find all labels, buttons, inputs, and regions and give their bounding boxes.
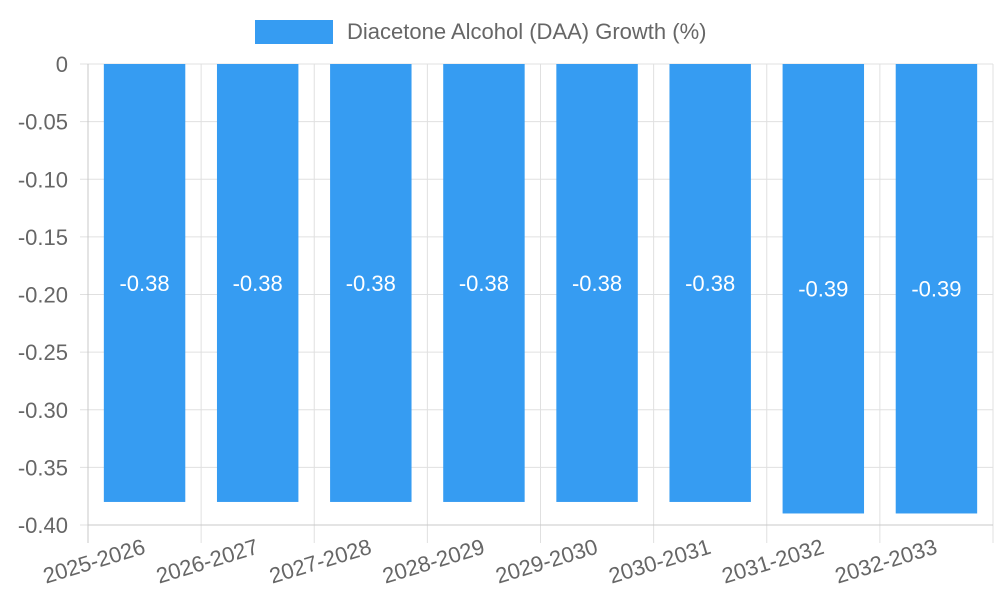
x-tick-label: 2028-2029 xyxy=(379,534,487,589)
x-tick-label: 2031-2032 xyxy=(719,534,827,589)
y-tick-label: -0.20 xyxy=(18,283,68,308)
bar-value-label: -0.39 xyxy=(798,277,848,302)
legend-swatch xyxy=(255,20,333,44)
y-tick-label: -0.05 xyxy=(18,110,68,135)
bar-value-label: -0.39 xyxy=(911,277,961,302)
x-axis: 2025-2026 2026-2027 2027-2028 2028-2029 2029… xyxy=(40,534,940,589)
bar-value-label: -0.38 xyxy=(685,271,735,296)
bar[interactable] xyxy=(556,64,638,502)
x-tick-label: 2030-2031 xyxy=(606,534,714,589)
x-tick-label: 2029-2030 xyxy=(493,534,601,589)
bar[interactable] xyxy=(895,64,978,514)
bar-value-label: -0.38 xyxy=(233,271,283,296)
bar-labels: -0.38 -0.38 -0.38 -0.38 -0.38 -0.38 -0.39 -0.39 xyxy=(119,271,961,302)
y-axis: 0 -0.05 -0.10 -0.15 -0.20 -0.25 -0.30 -0.35 -0.4… xyxy=(18,52,68,538)
bar-value-label: -0.38 xyxy=(346,271,396,296)
y-tick-label: -0.35 xyxy=(18,455,68,480)
bar[interactable] xyxy=(216,64,299,502)
x-tick-label: 2025-2026 xyxy=(40,534,148,589)
bar[interactable] xyxy=(330,64,412,502)
bar-value-label: -0.38 xyxy=(459,271,509,296)
y-tick-label: -0.30 xyxy=(18,398,68,423)
bar[interactable] xyxy=(443,64,525,502)
bar[interactable] xyxy=(103,64,186,502)
bar[interactable] xyxy=(782,64,865,514)
x-tick-label: 2027-2028 xyxy=(266,534,374,589)
bars xyxy=(103,64,978,514)
y-tick-label: -0.40 xyxy=(18,513,68,538)
y-tick-label: -0.15 xyxy=(18,225,68,250)
bar-value-label: -0.38 xyxy=(119,271,169,296)
legend[interactable]: Diacetone Alcohol (DAA) Growth (%) xyxy=(255,19,706,45)
y-tick-label: -0.10 xyxy=(18,167,68,192)
x-tick-label: 2032-2033 xyxy=(832,534,940,589)
y-tick-label: 0 xyxy=(56,52,68,77)
x-tick-label: 2026-2027 xyxy=(153,534,261,589)
bar-value-label: -0.38 xyxy=(572,271,622,296)
legend-label: Diacetone Alcohol (DAA) Growth (%) xyxy=(347,19,707,44)
y-tick-label: -0.25 xyxy=(18,340,68,365)
bar[interactable] xyxy=(669,64,751,502)
